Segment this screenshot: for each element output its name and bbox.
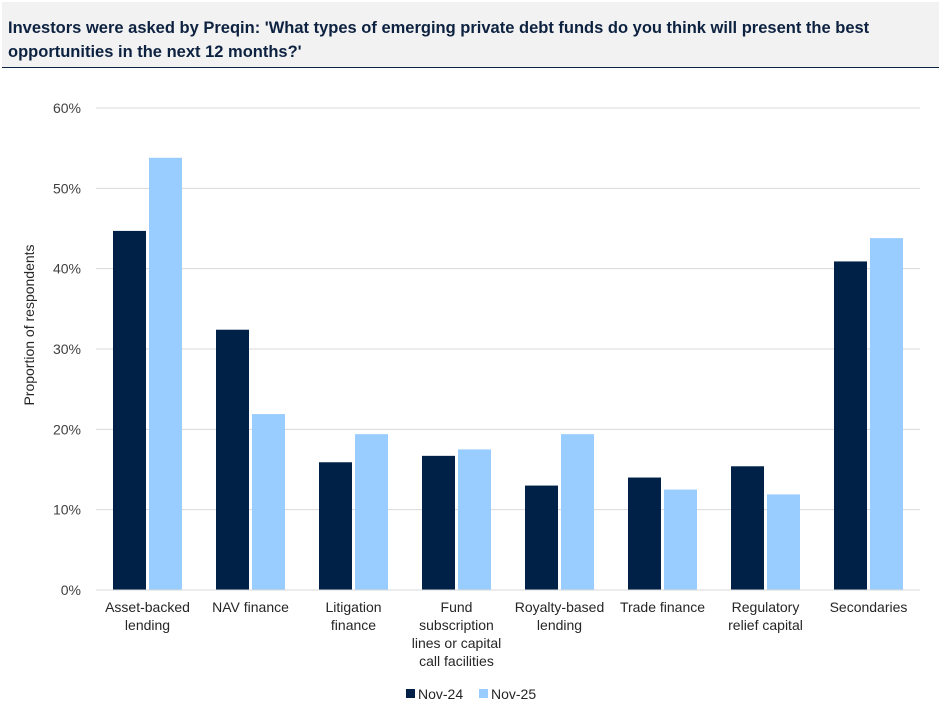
x-category-label: Secondaries	[830, 599, 908, 615]
legend-label: Nov-24	[418, 686, 463, 702]
y-tick-label: 60%	[53, 100, 81, 116]
bar-nov-24	[422, 455, 455, 590]
y-axis-label: Proportion of respondents	[21, 244, 37, 405]
x-category-label: Trade finance	[620, 599, 705, 615]
bar-nov-25	[664, 489, 697, 590]
legend-swatch-nov-25	[479, 689, 488, 698]
x-category-label: Royalty-based lending	[515, 599, 605, 633]
bar-nov-24	[834, 261, 867, 590]
title-bar: Investors were asked by Preqin: 'What ty…	[2, 2, 939, 68]
bar-nov-24	[113, 230, 146, 590]
category-labels: Asset-backed lending NAV finance Litigation…	[105, 599, 907, 669]
x-category-label: Asset-backed lending	[105, 599, 190, 633]
y-tick-label: 20%	[53, 421, 81, 437]
y-tick-label: 30%	[53, 341, 81, 357]
chart-title: Investors were asked by Preqin: 'What ty…	[8, 19, 870, 61]
bar-nov-25	[561, 434, 594, 590]
bar-nov-25	[767, 494, 800, 590]
y-tick-label: 10%	[53, 502, 81, 518]
y-axis-ticks: 0% 10% 20% 30% 40% 50% 60%	[53, 100, 81, 598]
y-tick-label: 50%	[53, 180, 81, 196]
bar-nov-24	[319, 462, 352, 590]
legend-label: Nov-25	[491, 686, 536, 702]
x-category-label: Litigation finance	[325, 599, 381, 633]
y-tick-label: 0%	[61, 582, 81, 598]
bar-nov-24	[216, 329, 249, 590]
bar-nov-24	[525, 485, 558, 590]
bar-nov-25	[149, 157, 182, 590]
bars	[113, 157, 903, 590]
x-category-label: NAV finance	[212, 599, 289, 615]
bar-nov-25	[252, 414, 285, 590]
legend-swatch-nov-24	[406, 689, 415, 698]
bar-nov-25	[870, 238, 903, 590]
x-category-label: Regulatory relief capital	[728, 599, 803, 633]
bar-nov-24	[628, 477, 661, 590]
bar-nov-25	[355, 434, 388, 590]
bar-nov-24	[731, 466, 764, 590]
y-tick-label: 40%	[53, 261, 81, 277]
x-category-label: Fund subscription lines or capital call fac…	[412, 599, 502, 669]
bar-nov-25	[458, 449, 491, 590]
legend: Nov-24 Nov-25	[406, 686, 536, 702]
